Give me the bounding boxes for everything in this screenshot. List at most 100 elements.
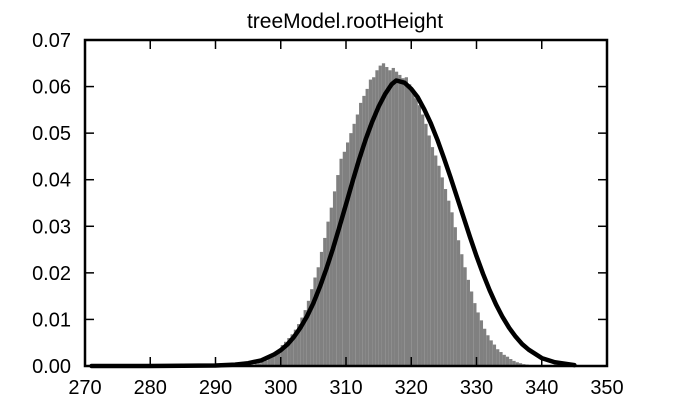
y-tick-label: 0.02 — [32, 263, 71, 285]
histogram-bar — [499, 352, 503, 366]
histogram-bar — [417, 105, 422, 366]
histogram-bar — [284, 341, 288, 366]
histogram-bar — [401, 78, 405, 366]
x-tick-label: 270 — [68, 377, 101, 399]
histogram-bar — [287, 338, 291, 366]
histogram-bar — [300, 317, 304, 366]
histogram-bar — [473, 303, 477, 366]
histogram-bar — [332, 191, 337, 366]
histogram-bar — [483, 328, 487, 366]
histogram-bar — [264, 360, 268, 366]
x-tick-label: 340 — [525, 377, 558, 399]
histogram-bar — [346, 142, 350, 366]
histogram-bar — [515, 362, 519, 366]
histogram-bar — [407, 84, 412, 366]
histogram-bar — [267, 358, 271, 366]
histogram-bar — [411, 91, 415, 366]
histogram-bar — [323, 237, 327, 366]
x-tick-label: 330 — [460, 377, 493, 399]
histogram-bar — [456, 240, 461, 366]
histogram-bar — [362, 95, 366, 366]
y-tick-label: 0.05 — [32, 123, 71, 145]
histogram-bar — [274, 352, 278, 366]
histogram-bar — [398, 74, 402, 366]
histogram-bar — [437, 165, 441, 366]
histogram-bar — [293, 329, 298, 366]
y-tick-label: 0.06 — [32, 77, 71, 99]
histogram-bar — [502, 354, 506, 366]
histogram-bar — [385, 67, 389, 367]
histogram-bar — [414, 98, 418, 366]
histogram-bar — [329, 207, 333, 366]
histogram-bar — [336, 175, 340, 366]
histogram-bar — [450, 212, 454, 366]
histogram-bar — [375, 70, 379, 367]
histogram-bar — [277, 349, 281, 366]
histogram-bar — [368, 79, 373, 366]
histogram-bar — [489, 340, 493, 366]
y-tick-label: 0.07 — [32, 30, 71, 52]
histogram-bar — [316, 267, 320, 366]
histogram-bar — [440, 177, 444, 366]
histogram-bar — [303, 310, 307, 366]
histogram-bar — [352, 123, 356, 366]
histogram-bar — [492, 344, 497, 366]
histogram-bar — [306, 300, 311, 366]
histogram-bar — [394, 71, 399, 366]
histogram-bar — [509, 359, 513, 366]
histogram-bar — [434, 155, 438, 366]
histogram-bar — [463, 267, 467, 366]
histogram-bar — [326, 221, 330, 366]
y-tick-label: 0.04 — [32, 170, 71, 192]
histogram-bar — [313, 277, 317, 366]
y-tick-label: 0.03 — [32, 216, 71, 238]
histogram-bar — [404, 77, 408, 366]
histogram-bar — [466, 279, 470, 366]
histogram-bar — [460, 254, 464, 366]
histogram-bar — [365, 88, 369, 367]
histogram-bar — [486, 335, 490, 366]
y-tick-label: 0.01 — [32, 309, 71, 331]
histogram-bar — [388, 70, 392, 367]
histogram-bar — [447, 200, 451, 366]
histogram-bar — [496, 349, 500, 366]
plot-area — [89, 63, 577, 369]
histogram-bar — [372, 77, 376, 366]
histogram-bar — [430, 147, 435, 366]
density-curve — [89, 78, 577, 369]
histogram-bar — [505, 356, 510, 366]
x-tick-label: 310 — [329, 377, 362, 399]
histogram-bar — [512, 360, 516, 366]
histogram-bar — [421, 114, 425, 366]
histogram-bar — [339, 158, 343, 366]
histogram-bar — [424, 123, 428, 366]
x-tick-label: 300 — [264, 377, 297, 399]
histogram-bar — [453, 227, 457, 366]
histogram-bar — [359, 102, 363, 366]
x-tick-label: 280 — [134, 377, 167, 399]
x-tick-label: 350 — [590, 377, 623, 399]
histogram-bar — [261, 361, 265, 366]
histogram-bar — [280, 345, 285, 366]
histogram-bar — [342, 151, 346, 366]
histogram-bar — [355, 114, 360, 366]
x-tick-label: 320 — [395, 377, 428, 399]
histogram-bar — [443, 189, 448, 366]
histogram-bar — [476, 312, 480, 366]
x-tick-label: 290 — [199, 377, 232, 399]
histogram-bar — [391, 67, 395, 366]
histogram-bar — [427, 135, 431, 366]
histogram-bar — [319, 251, 324, 366]
histogram-bar — [479, 320, 484, 366]
histogram-bar — [290, 334, 294, 366]
histogram-bar — [378, 65, 382, 366]
chart-title: treeModel.rootHeight — [247, 10, 443, 33]
axes: 270 280 290 300 310 320 330 340 350 0.00 0.01 0.02 0… — [32, 30, 624, 399]
histogram-bar — [297, 324, 301, 366]
histogram-bar — [270, 355, 275, 366]
histogram-bar — [469, 291, 474, 366]
histogram-bar — [349, 133, 353, 366]
y-tick-label: 0.00 — [32, 356, 71, 378]
histogram-bar — [257, 363, 262, 366]
